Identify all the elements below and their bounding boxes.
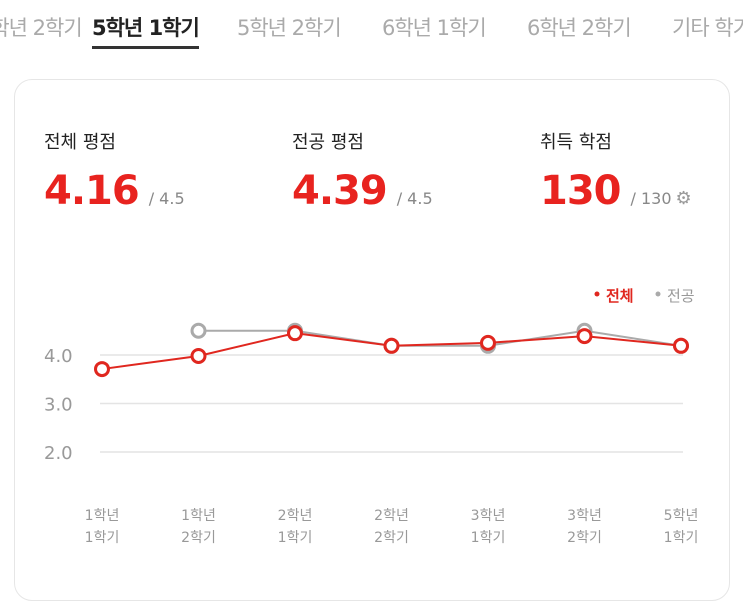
x-tick-label: 1학기 (278, 530, 313, 546)
x-tick-label: 5학년 (664, 508, 699, 524)
y-tick-label: 3.0 (44, 395, 73, 416)
x-tick-label: 2학년 (374, 508, 409, 524)
x-tick-label: 1학기 (471, 530, 506, 546)
data-point-total (576, 328, 593, 345)
x-tick-label: 1학기 (664, 530, 699, 546)
stat-max: / 130 (630, 189, 672, 208)
major-gpa: 전공 평점 4.39 / 4.5 (292, 128, 433, 214)
gear-icon[interactable]: ⚙ (675, 188, 692, 209)
data-point-total (190, 347, 207, 364)
data-point-major (190, 322, 207, 339)
x-tick-label: 2학기 (374, 530, 409, 546)
tab-semester[interactable]: 6학년 2학기 (527, 16, 632, 40)
x-tick-label: 2학기 (567, 530, 602, 546)
stat-value: 130 (540, 168, 621, 214)
stat-label: 취득 학점 (540, 132, 612, 153)
x-tick-label: 1학년 (181, 508, 216, 524)
total-gpa: 전체 평점 4.16 / 4.5 (44, 128, 185, 214)
legend-label-total: 전체 (606, 287, 634, 305)
series-line-major (198, 329, 682, 347)
x-tick-label: 1학기 (85, 530, 120, 546)
legend-dot-total (594, 291, 600, 297)
stat-label: 전공 평점 (292, 132, 364, 153)
stat-value: 4.16 (44, 168, 140, 214)
tab-semester[interactable]: 4학년 2학기 (0, 16, 83, 40)
gpa-chart: 4.0 3.0 2.0 1학년 1학기 1학년 2학기 2학년 1학기 2학년 2학기 3학년 1학기 3… (44, 287, 699, 546)
legend-dot-major (655, 291, 661, 297)
data-point-total (94, 361, 110, 378)
tab-semester[interactable]: 5학년 2학기 (237, 16, 342, 40)
x-tick-label: 3학년 (567, 508, 602, 524)
data-point-total (287, 325, 303, 342)
y-tick-label: 2.0 (44, 443, 73, 464)
data-point-total (673, 337, 689, 354)
stat-max: / 4.5 (148, 189, 185, 208)
y-tick-label: 4.0 (44, 346, 73, 367)
legend-label-major: 전공 (667, 287, 695, 305)
stat-label: 전체 평점 (44, 132, 116, 153)
x-tick-label: 1학년 (85, 508, 120, 524)
x-tick-label: 2학년 (278, 508, 313, 524)
tab-semester[interactable]: 기타 학기 (672, 16, 743, 40)
stat-value: 4.39 (292, 168, 388, 214)
stat-max: / 4.5 (396, 189, 433, 208)
tab-semester[interactable]: 6학년 1학기 (382, 16, 487, 40)
data-point-total (480, 334, 496, 351)
tab-semester-active[interactable]: 5학년 1학기 (92, 12, 200, 49)
earned-credits: 취득 학점 130 / 130 ⚙ (540, 128, 692, 214)
x-tick-label: 2학기 (181, 530, 216, 546)
x-tick-label: 3학년 (471, 508, 506, 524)
data-point-total (383, 337, 400, 354)
